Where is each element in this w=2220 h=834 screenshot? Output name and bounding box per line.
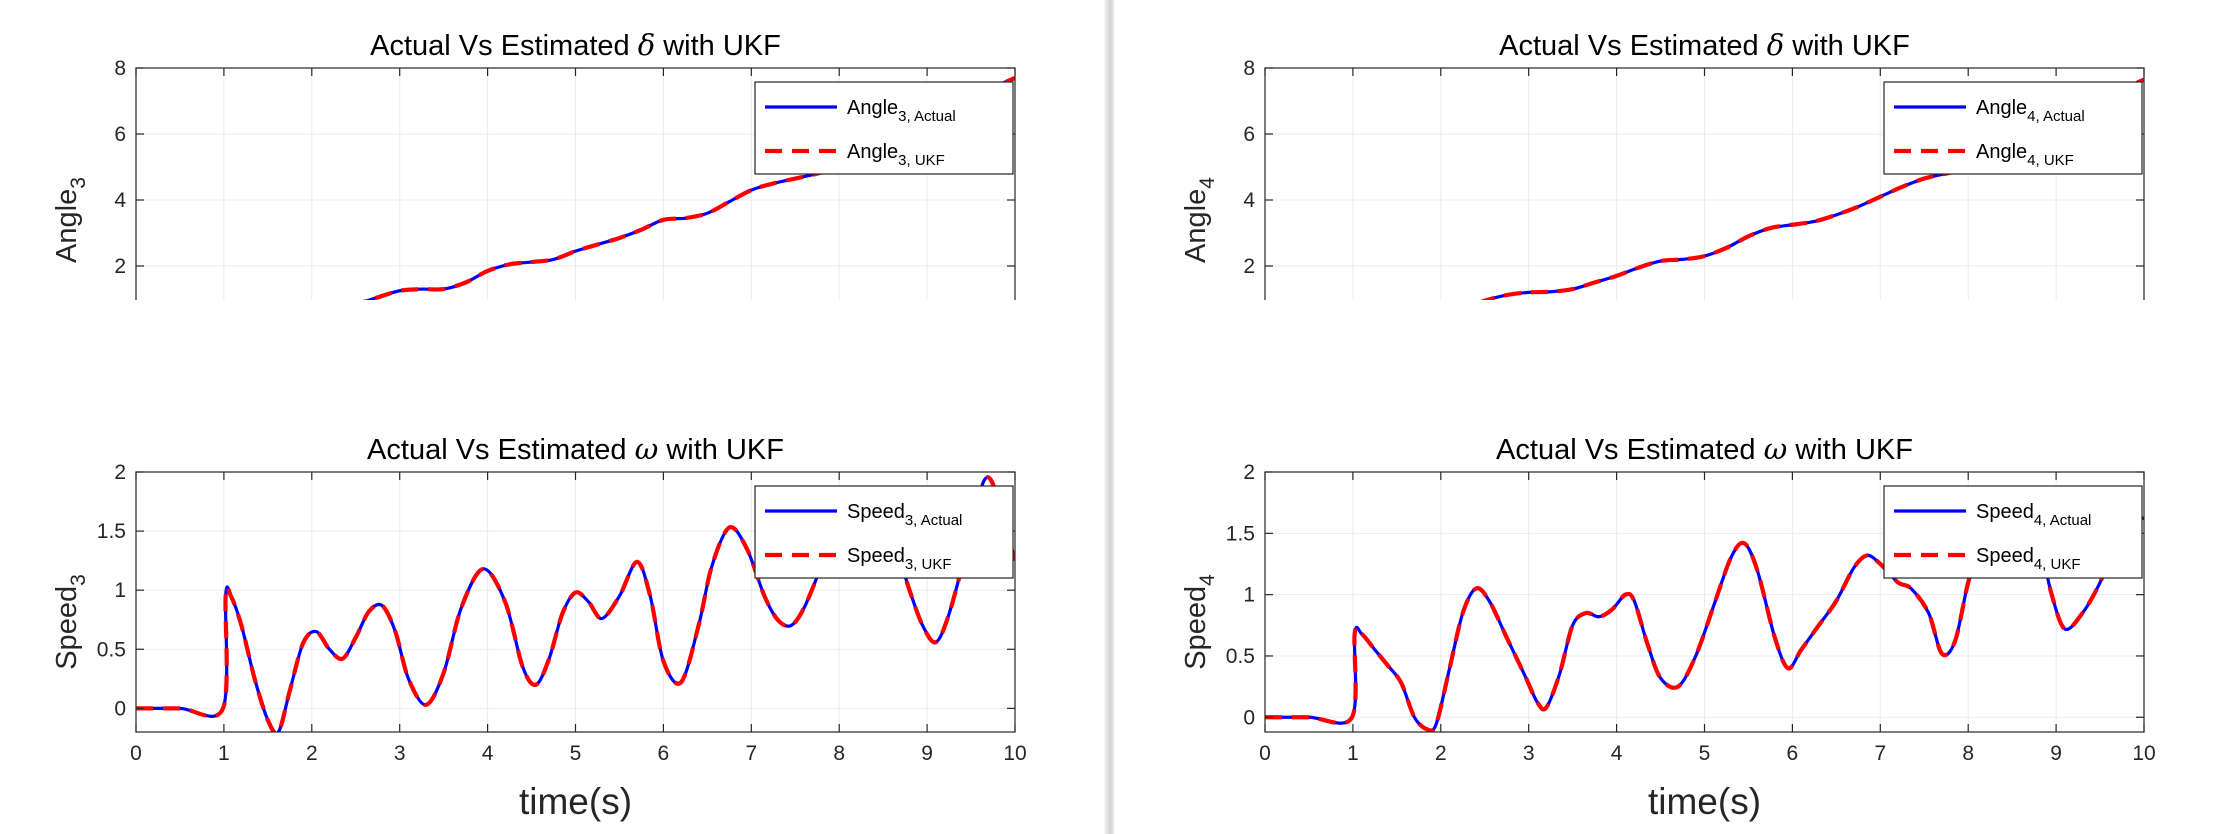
plot-title: Actual Vs Estimated δ with UKF xyxy=(370,28,781,62)
legend-ukf-label: Speed3, UKF xyxy=(847,545,952,573)
legend-actual-label: Speed3, Actual xyxy=(847,501,962,529)
figure-window-left: 0 1 2 3 4 5 6 7 8 9 10 0 2 4 6 8 Actual Vs Estimated δ w… xyxy=(0,0,1104,834)
y-tick-label: 8 xyxy=(1243,57,1255,80)
x-tick-label: 5 xyxy=(1699,742,1711,765)
x-tick-label: 2 xyxy=(306,742,318,765)
x-tick-label: 1 xyxy=(218,742,230,765)
x-tick-label: 3 xyxy=(1523,742,1535,765)
legend-ukf-label: Speed4, UKF xyxy=(1976,545,2081,573)
legend-box xyxy=(1883,485,2143,579)
x-tick-label: 3 xyxy=(394,742,406,765)
x-tick-label: 2 xyxy=(1435,742,1447,765)
plot-speed-3: 0 1 2 3 4 5 6 7 8 9 10 0 0.5 1 1.5 2 Actual Vs Estimated… xyxy=(51,432,1027,822)
x-tick-label: 8 xyxy=(833,742,845,765)
legend: Angle3, Actual Angle3, UKF xyxy=(754,81,1014,175)
y-axis-label: Angle3 xyxy=(51,177,90,263)
plot-title: Actual Vs Estimated ω with UKF xyxy=(1496,432,1913,466)
series-ukf-line xyxy=(362,75,1015,300)
x-tick-label: 0 xyxy=(130,742,142,765)
y-tick-label: 1 xyxy=(1243,584,1255,607)
x-tick-label: 4 xyxy=(1611,742,1623,765)
legend-actual-label: Angle3, Actual xyxy=(847,97,956,125)
legend-box xyxy=(754,81,1014,175)
legend: Speed3, Actual Speed3, UKF xyxy=(754,485,1014,579)
plot-speed-4: 0 1 2 3 4 5 6 7 8 9 10 0 0.5 1 1.5 2 Actual Vs Estimated… xyxy=(1180,432,2156,822)
plot-angle-4: 01234567891002468Actual Vs Estimated δ w… xyxy=(1180,28,2145,300)
x-tick-label: 0 xyxy=(1259,742,1271,765)
y-axis-label: Speed3 xyxy=(51,574,90,670)
x-axis-label: time(s) xyxy=(1648,781,1761,822)
y-tick-label: 1.5 xyxy=(1226,522,1255,545)
plot-title: Actual Vs Estimated ω with UKF xyxy=(367,432,784,466)
y-tick-label: 2 xyxy=(114,461,126,484)
x-tick-label: 4 xyxy=(482,742,494,765)
y-tick-label: 1 xyxy=(114,579,126,602)
x-tick-label: 9 xyxy=(921,742,933,765)
y-tick-label: 4 xyxy=(1243,189,1255,212)
x-axis-label: time(s) xyxy=(519,781,632,822)
y-axis-label: Speed4 xyxy=(1180,574,1219,670)
x-tick-label: 8 xyxy=(1962,742,1974,765)
y-tick-label: 2 xyxy=(1243,255,1255,278)
y-tick-label: 6 xyxy=(1243,123,1255,146)
plot-angle-3: 01234567891002468Actual Vs Estimated δ w… xyxy=(51,28,1016,300)
x-tick-label: 7 xyxy=(1874,742,1886,765)
legend-box xyxy=(1883,81,2143,175)
y-tick-label: 0 xyxy=(114,697,126,720)
x-tick-label: 6 xyxy=(658,742,670,765)
x-tick-label: 7 xyxy=(745,742,757,765)
x-tick-label: 6 xyxy=(1787,742,1799,765)
x-tick-label: 1 xyxy=(1347,742,1359,765)
legend: Angle4, Actual Angle4, UKF xyxy=(1883,81,2143,175)
y-tick-label: 4 xyxy=(114,189,126,212)
legend-actual-label: Angle4, Actual xyxy=(1976,97,2085,125)
legend-actual-label: Speed4, Actual xyxy=(1976,501,2091,529)
legend-ukf-label: Angle3, UKF xyxy=(847,141,945,169)
y-tick-label: 0.5 xyxy=(1226,645,1255,668)
x-tick-label: 9 xyxy=(2050,742,2062,765)
legend: Speed4, Actual Speed4, UKF xyxy=(1883,485,2143,579)
y-tick-label: 2 xyxy=(1243,461,1255,484)
y-axis-label: Angle4 xyxy=(1180,177,1219,263)
y-tick-label: 6 xyxy=(114,123,126,146)
y-tick-label: 2 xyxy=(114,255,126,278)
legend-ukf-label: Angle4, UKF xyxy=(1976,141,2074,169)
x-tick-label: 10 xyxy=(2132,742,2155,765)
y-tick-label: 8 xyxy=(114,57,126,80)
legend-box xyxy=(754,485,1014,579)
figure-window-right: 0 1 2 3 4 5 6 7 8 9 10 0 2 4 6 8 Actual Vs Estimated δ w… xyxy=(1114,0,2220,834)
y-tick-label: 1.5 xyxy=(97,520,126,543)
window-separator[interactable] xyxy=(1104,0,1114,834)
y-tick-label: 0.5 xyxy=(97,638,126,661)
x-tick-label: 10 xyxy=(1003,742,1026,765)
y-tick-label: 0 xyxy=(1243,706,1255,729)
plot-title: Actual Vs Estimated δ with UKF xyxy=(1499,28,1910,62)
x-tick-label: 5 xyxy=(570,742,582,765)
